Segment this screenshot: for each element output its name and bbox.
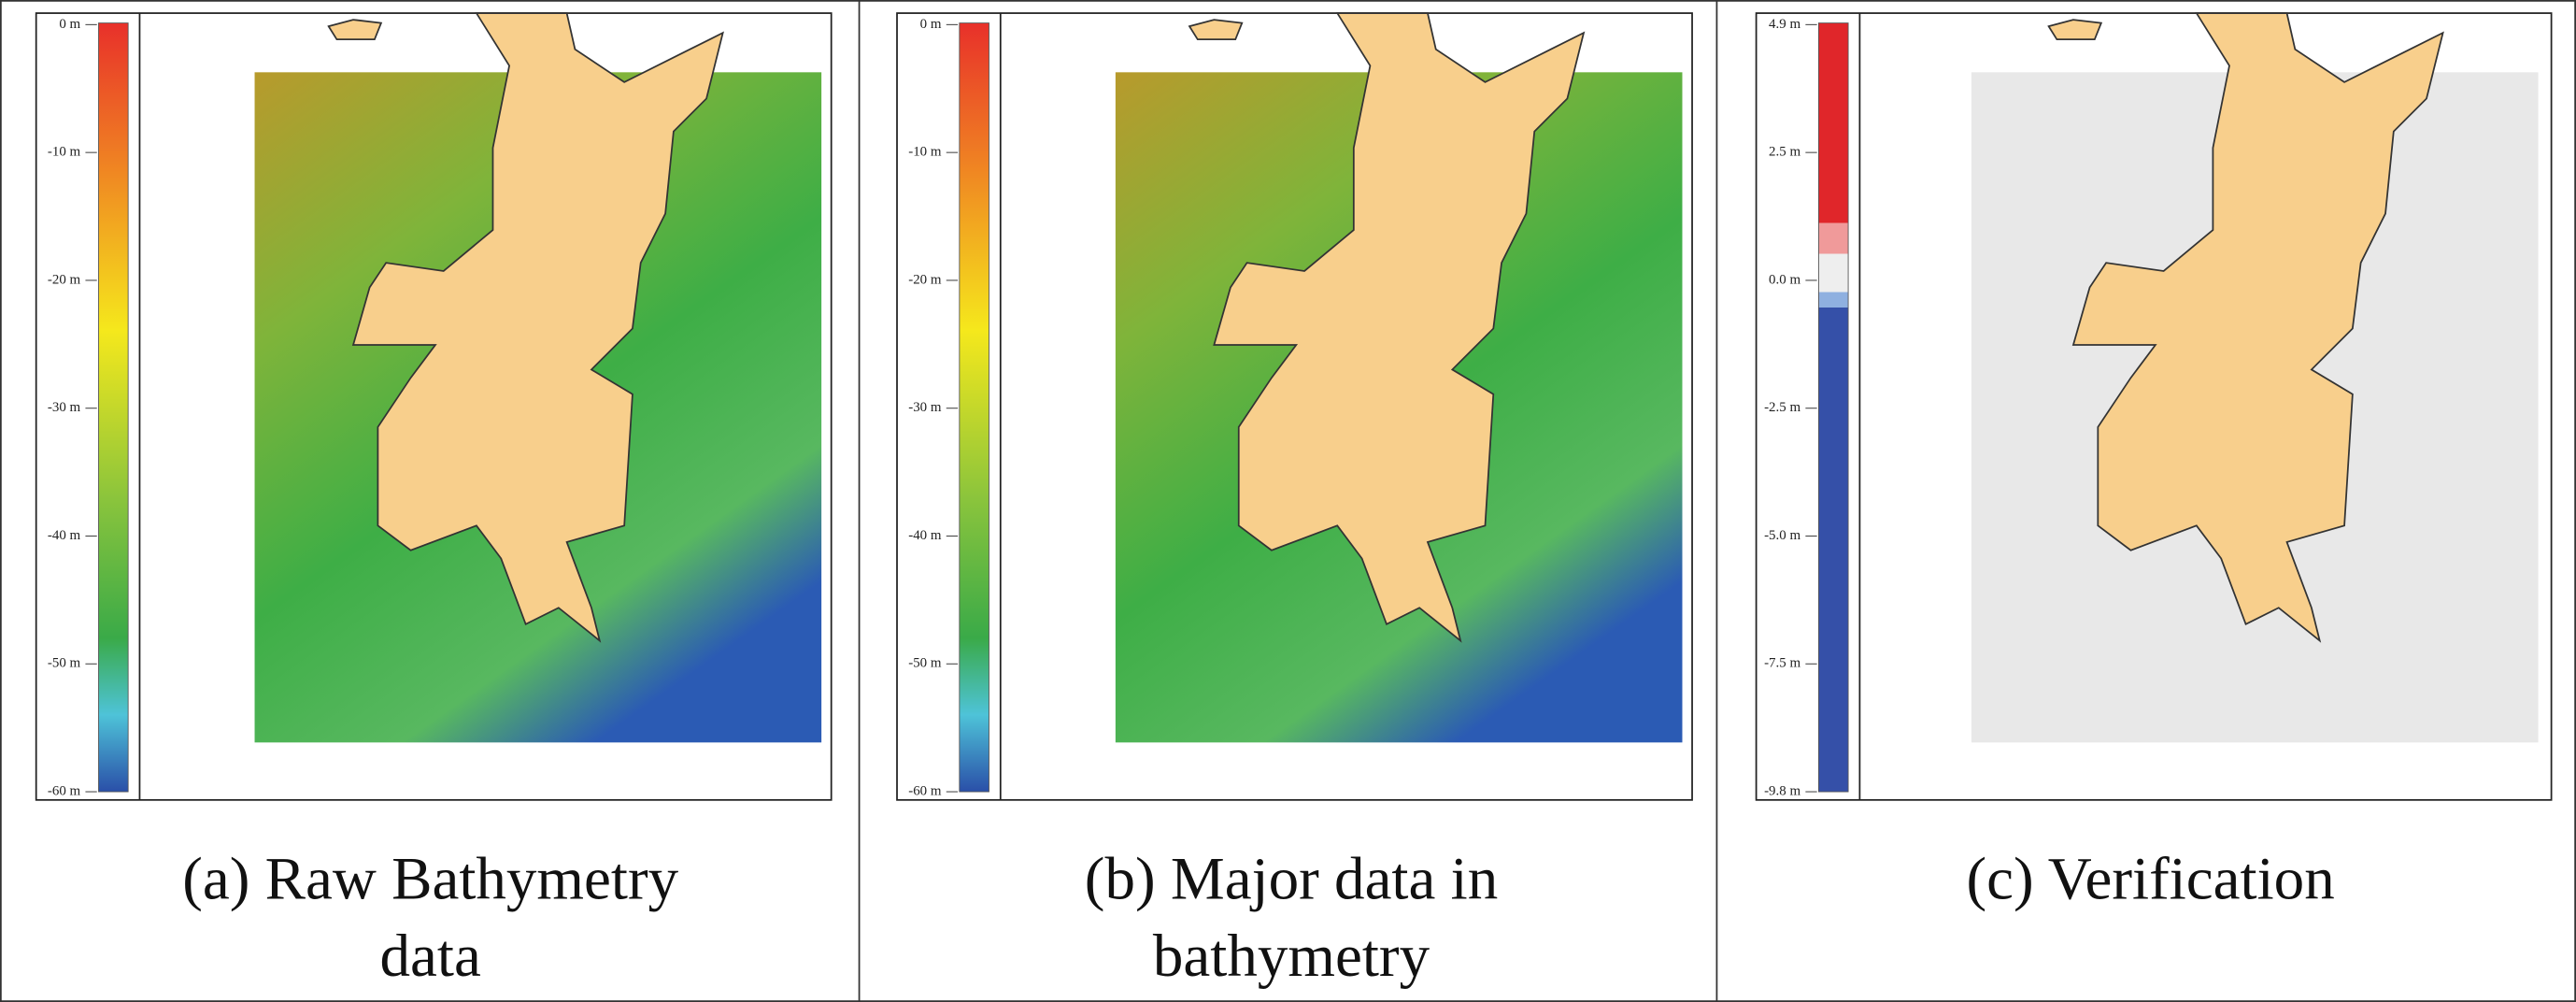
scale-label: -30 m xyxy=(908,400,942,415)
caption: (b) Major data in xyxy=(1085,845,1498,912)
panel: 0 m -10 m -20 m -30 m -40 m -50 m -60 m (b) Maj… xyxy=(896,12,1693,990)
scale-label: -50 m xyxy=(48,656,81,671)
scale-label: -30 m xyxy=(48,400,81,415)
colorbar xyxy=(1817,22,1849,793)
scale-label: -10 m xyxy=(48,145,81,160)
scale-label: 4.9 m xyxy=(1769,17,1800,32)
scale-label: -20 m xyxy=(908,272,942,287)
panel: 0 m -10 m -20 m -30 m -40 m -50 m -60 m (a) Raw… xyxy=(35,12,833,990)
scale-label: -50 m xyxy=(908,656,942,671)
caption: (a) Raw Bathymetry xyxy=(182,845,678,912)
caption: bathymetry xyxy=(1153,923,1430,990)
scale-label: -2.5 m xyxy=(1764,400,1800,415)
colorbar xyxy=(98,22,129,793)
panel: 4.9 m 2.5 m 0.0 m -2.5 m -5.0 m -7.5 m -9.8 m (… xyxy=(1755,12,2553,912)
caption: data xyxy=(380,923,481,990)
scale-label: 0.0 m xyxy=(1769,272,1800,287)
scale-label: -40 m xyxy=(48,528,81,543)
scale-label: 0 m xyxy=(59,17,80,32)
scale-label: 2.5 m xyxy=(1769,145,1800,160)
scale-label: -5.0 m xyxy=(1764,528,1800,543)
scale-label: 0 m xyxy=(920,17,942,32)
scale-label: -60 m xyxy=(48,783,81,798)
scale-label: -20 m xyxy=(48,272,81,287)
scale-label: -10 m xyxy=(908,145,942,160)
scale-label: -60 m xyxy=(908,783,942,798)
scale-label: -9.8 m xyxy=(1764,783,1800,798)
colorbar xyxy=(959,22,989,793)
scale-label: -7.5 m xyxy=(1764,656,1800,671)
scale-label: -40 m xyxy=(908,528,942,543)
caption: (c) Verification xyxy=(1966,845,2334,912)
